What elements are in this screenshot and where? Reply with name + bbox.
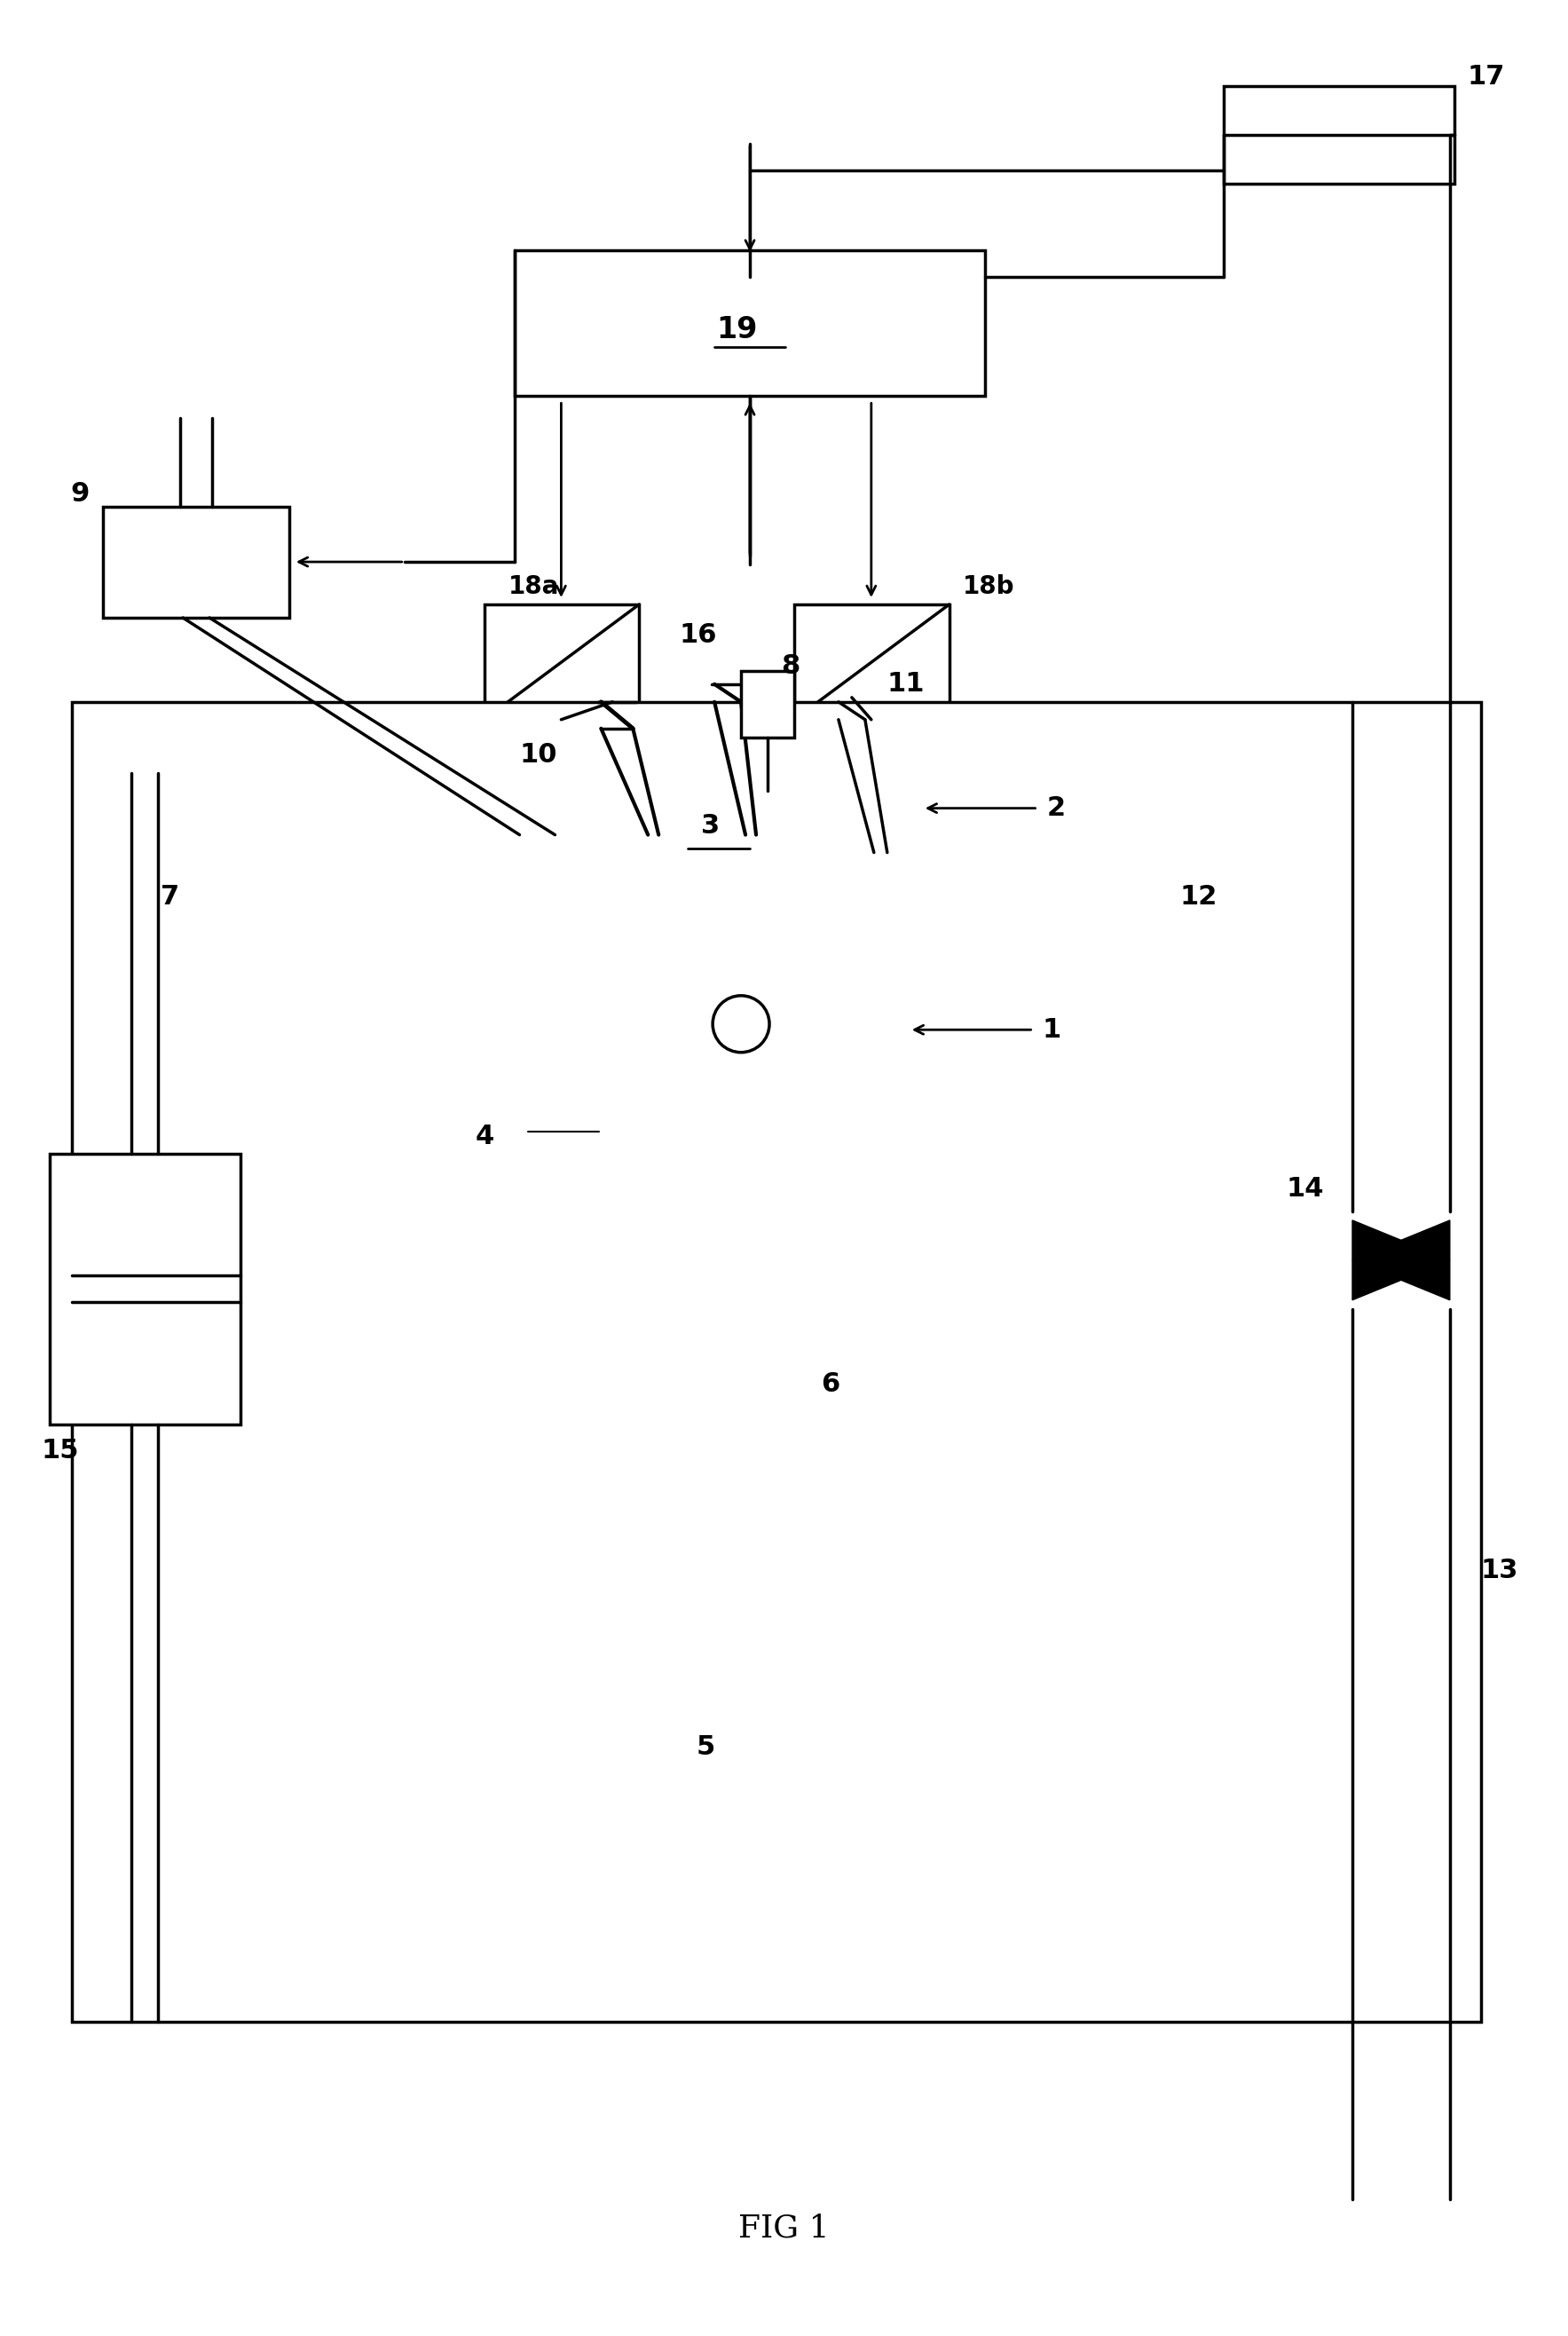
Bar xyxy=(103,507,289,617)
Bar xyxy=(582,941,900,1091)
Text: 15: 15 xyxy=(41,1439,78,1465)
Text: 16: 16 xyxy=(679,624,717,649)
Bar xyxy=(516,250,985,397)
Text: 9: 9 xyxy=(71,481,89,507)
Text: 19: 19 xyxy=(717,315,757,343)
Text: 6: 6 xyxy=(820,1371,839,1397)
Bar xyxy=(742,670,793,738)
Bar xyxy=(50,1154,240,1425)
Text: 18a: 18a xyxy=(508,575,558,598)
Polygon shape xyxy=(1352,1219,1450,1301)
Text: 1: 1 xyxy=(1043,1016,1062,1042)
Text: 12: 12 xyxy=(1179,883,1217,909)
Text: 17: 17 xyxy=(1468,65,1505,91)
Text: 2: 2 xyxy=(1047,794,1065,820)
Text: 7: 7 xyxy=(160,883,179,909)
Text: 13: 13 xyxy=(1480,1558,1518,1584)
Bar xyxy=(72,701,1480,2023)
Text: FIG 1: FIG 1 xyxy=(739,2212,829,2243)
Text: 5: 5 xyxy=(696,1736,715,1761)
Text: 11: 11 xyxy=(887,670,925,696)
Text: 3: 3 xyxy=(701,813,720,839)
Text: 8: 8 xyxy=(781,654,800,680)
Text: 4: 4 xyxy=(475,1124,494,1149)
Text: 14: 14 xyxy=(1286,1177,1323,1203)
Polygon shape xyxy=(1352,1219,1450,1301)
Text: 18b: 18b xyxy=(963,575,1014,598)
Text: 10: 10 xyxy=(519,743,557,769)
Bar xyxy=(793,605,949,719)
Bar xyxy=(485,605,640,719)
Bar xyxy=(1225,86,1454,185)
